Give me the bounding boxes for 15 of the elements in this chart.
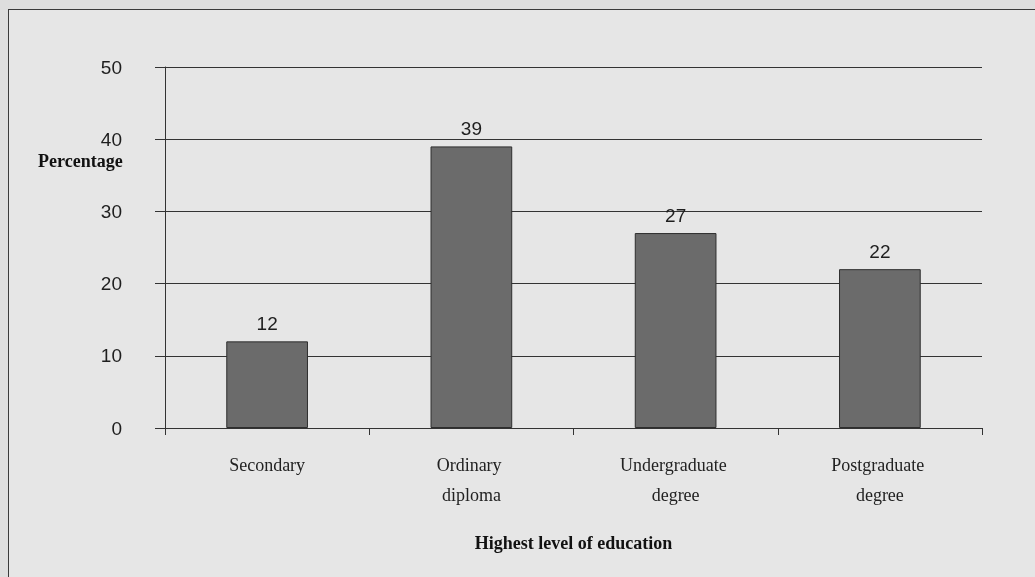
y-axis-title: Percentage [38, 151, 123, 171]
y-tick-label: 10 [100, 345, 122, 367]
x-tick-label: Secondary [229, 455, 306, 475]
x-axis-title: Highest level of education [474, 533, 673, 553]
data-label: 39 [460, 118, 482, 140]
y-tick-label: 40 [100, 128, 122, 150]
data-label: 22 [869, 241, 891, 263]
y-tick-label: 30 [100, 200, 122, 222]
y-tick-label: 50 [100, 56, 122, 78]
y-tick-label: 20 [100, 273, 122, 295]
x-tick-label: Undergraduate degree [620, 455, 732, 505]
y-tick-label: 0 [111, 417, 122, 439]
x-tick-label: Ordinary diploma [436, 455, 507, 505]
data-label: 12 [256, 313, 278, 335]
x-tick-label: Postgraduate degree [831, 455, 929, 505]
